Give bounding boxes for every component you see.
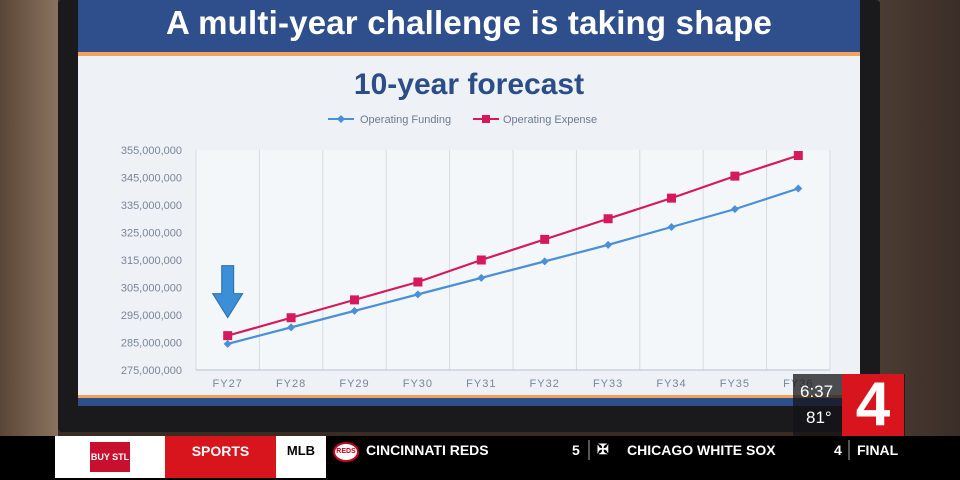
legend-marker xyxy=(337,115,345,123)
reds-logo-icon: REDS xyxy=(333,442,359,462)
series-line xyxy=(227,187,799,345)
ticker-team-2: CHICAGO WHITE SOX xyxy=(627,442,776,458)
background-wall-left xyxy=(0,0,58,436)
y-tick-label: 335,000,000 xyxy=(121,200,182,212)
x-tick-label: FY28 xyxy=(276,378,306,390)
x-tick-label: FY32 xyxy=(530,378,560,390)
slide-footer xyxy=(78,395,860,406)
data-point xyxy=(730,171,740,181)
x-tick-label: FY33 xyxy=(593,378,623,390)
data-point xyxy=(794,184,803,193)
chart-title: 10-year forecast xyxy=(354,68,584,101)
y-tick-label: 345,000,000 xyxy=(121,173,182,185)
x-tick-label: FY27 xyxy=(213,378,243,390)
slide-title: A multi-year challenge is taking shape xyxy=(165,4,773,41)
x-tick-label: FY34 xyxy=(656,378,686,390)
y-tick-label: 285,000,000 xyxy=(121,338,182,350)
y-tick-label: 275,000,000 xyxy=(121,365,182,377)
data-point xyxy=(223,339,232,348)
x-tick-label: FY35 xyxy=(720,378,750,390)
data-point xyxy=(604,240,613,249)
legend-marker xyxy=(482,115,490,123)
data-point xyxy=(793,151,803,160)
white-sox-logo-icon: ✠ xyxy=(597,441,609,457)
series-line xyxy=(227,154,799,337)
data-point xyxy=(413,277,423,287)
y-tick-label: 325,000,000 xyxy=(121,228,182,240)
y-tick-label: 355,000,000 xyxy=(121,145,182,157)
buy-stl-logo: BUY STL xyxy=(90,442,130,472)
data-point xyxy=(413,290,422,299)
data-point xyxy=(350,306,359,315)
x-tick-label: FY31 xyxy=(466,378,496,390)
data-point xyxy=(476,255,486,265)
ticker-team-1: CINCINNATI REDS xyxy=(366,442,489,458)
ticker-league-label: MLB xyxy=(276,436,326,478)
data-point xyxy=(667,193,676,203)
presentation-slide: A multi-year challenge is taking shape 1… xyxy=(78,0,860,406)
down-arrow-icon xyxy=(211,265,244,319)
y-tick-label: 315,000,000 xyxy=(121,255,182,267)
data-point xyxy=(730,205,739,214)
y-tick-label: 305,000,000 xyxy=(121,283,182,295)
ticker-divider xyxy=(588,440,590,460)
legend-label: Operating Funding xyxy=(360,114,451,126)
ticker-game-status: FINAL xyxy=(857,442,899,458)
slide-header: A multi-year challenge is taking shape xyxy=(78,0,860,56)
ticker-section-label: SPORTS xyxy=(165,436,276,478)
data-point xyxy=(477,273,486,282)
bug-time: 6:37 xyxy=(800,382,834,401)
data-point xyxy=(667,223,676,231)
x-tick-label: FY30 xyxy=(403,378,433,390)
legend-label: Operating Expense xyxy=(503,114,597,126)
data-point xyxy=(223,331,233,341)
ticker-divider xyxy=(848,440,850,460)
ticker-score-2: 4 xyxy=(834,442,842,458)
ticker-score-1: 5 xyxy=(572,442,580,458)
forecast-line-chart: 10-year forecast Operating Funding Operati… xyxy=(121,68,831,390)
station-logo: 4 xyxy=(842,374,904,436)
x-tick-label: FY29 xyxy=(339,378,369,390)
data-point xyxy=(540,234,550,244)
data-point xyxy=(603,214,613,224)
bug-temperature: 81° xyxy=(806,408,832,427)
data-point xyxy=(540,257,549,266)
data-point xyxy=(287,323,296,332)
y-tick-label: 295,000,000 xyxy=(121,310,182,322)
data-point xyxy=(286,313,296,323)
background-wall-right xyxy=(868,0,960,436)
data-point xyxy=(350,295,359,305)
